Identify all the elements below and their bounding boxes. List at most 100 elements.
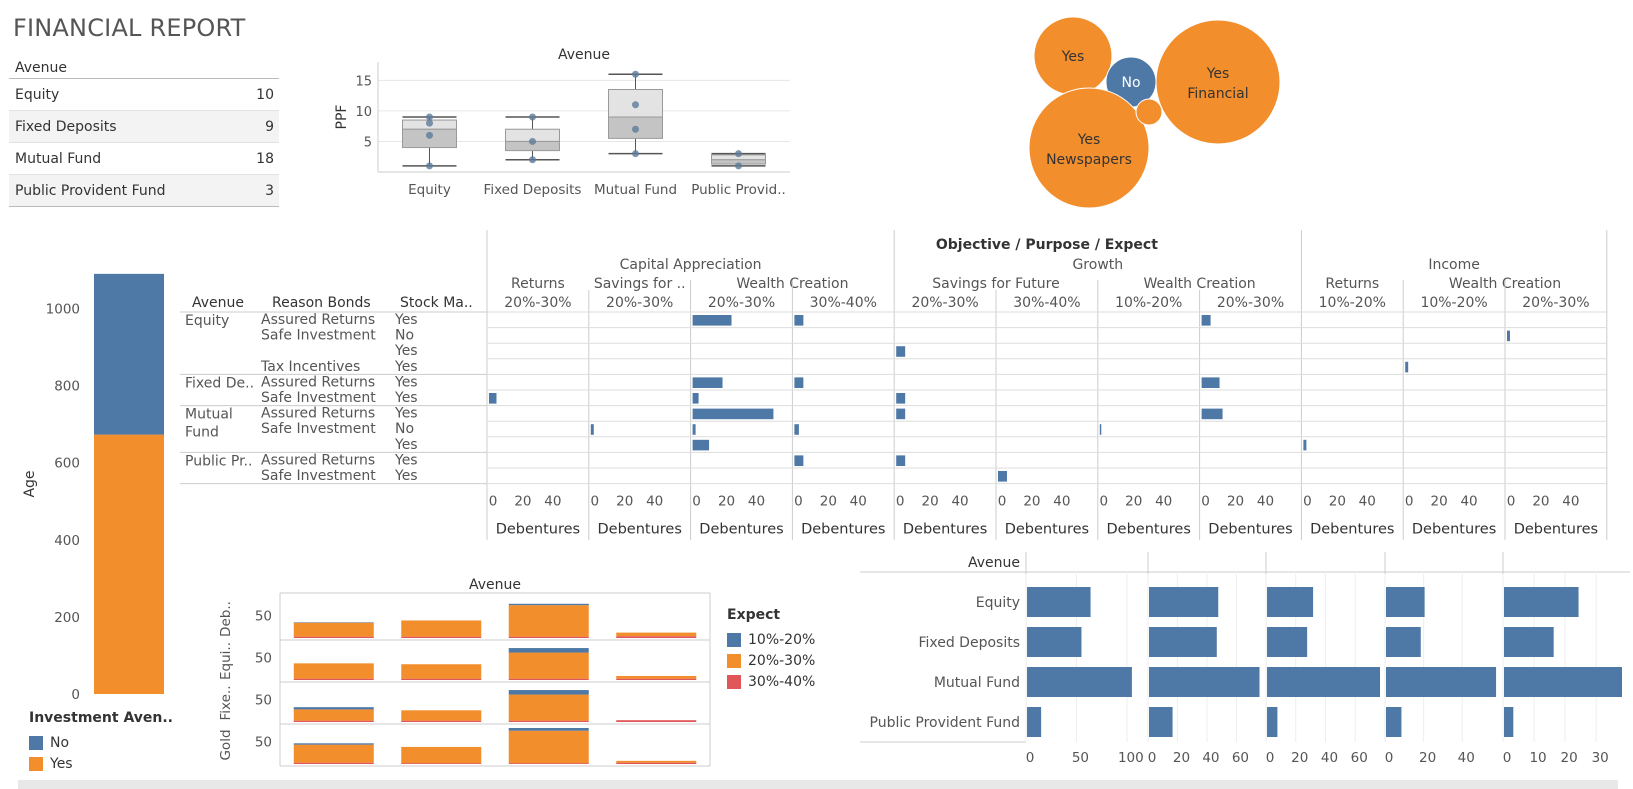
column-header: 20%-30% — [708, 295, 775, 311]
hbar — [1149, 667, 1260, 697]
chart-title: Avenue — [558, 47, 610, 63]
avenue-summary-table: Avenue Equity 10 Fixed Deposits 9 Mutual F… — [9, 57, 279, 207]
matrix-bar — [794, 377, 804, 388]
x-tick-label: 40 — [1359, 494, 1376, 510]
stack-segment — [508, 605, 589, 637]
chart-title: Avenue — [469, 577, 521, 593]
data-point — [426, 131, 433, 139]
legend-swatch — [727, 632, 741, 647]
legend-title: Expect — [727, 607, 781, 623]
legend-swatch — [29, 735, 43, 750]
matrix-bar — [692, 408, 774, 420]
stack-segment — [293, 744, 374, 763]
x-tick-label: 30 — [1592, 750, 1609, 766]
row-label: Gold — [218, 729, 234, 760]
stack-segment — [508, 652, 589, 679]
stock-label: No — [395, 328, 414, 344]
investment-legend: Investment Aven.. No Yes — [29, 710, 173, 774]
stock-label: No — [395, 421, 414, 437]
column-header: 20%-30% — [504, 295, 571, 311]
level1-header: Growth — [1072, 257, 1123, 273]
x-tick-label: 40 — [1257, 494, 1274, 510]
x-tick-label: 20 — [514, 494, 531, 510]
level2-header: Savings for .. — [594, 276, 686, 292]
x-axis-label: Debentures — [1514, 522, 1598, 538]
x-tick-label: 40 — [1202, 750, 1219, 766]
x-tick-label: 0 — [1303, 494, 1312, 510]
stack-segment — [293, 707, 374, 710]
bubble — [1135, 98, 1163, 126]
row-value: 18 — [256, 151, 274, 167]
row-header: Avenue — [192, 295, 244, 311]
column-header: 20%-30% — [1217, 295, 1284, 311]
horizontal-scrollbar[interactable] — [18, 780, 1618, 789]
stack-segment — [508, 678, 589, 680]
avenue-horizontal-bars[interactable]: Avenue Equity Fixed Deposits Mutual Fund Pub… — [860, 552, 1630, 780]
hbar — [1504, 587, 1579, 617]
category-label: Fixed Deposits — [918, 635, 1020, 651]
avenue-label: Mutual — [185, 407, 233, 423]
stack-segment — [293, 636, 374, 638]
legend-item[interactable]: 30%-40% — [727, 671, 815, 692]
reason-label: Safe Investment — [261, 390, 376, 406]
ppf-box-plot[interactable]: Avenue PPF 5 10 15 Equity Fixed Deposits Mutual… — [330, 40, 830, 210]
y-axis-label: Age — [22, 470, 38, 497]
legend-item[interactable]: No — [29, 732, 173, 753]
stack-segment — [616, 760, 697, 763]
reason-label: Tax Incentives — [260, 359, 360, 375]
legend-item[interactable]: 10%-20% — [727, 629, 815, 650]
matrix-bar — [489, 393, 497, 404]
row-label: Equity — [15, 87, 60, 103]
matrix-bar — [692, 377, 723, 388]
legend-item[interactable]: Yes — [29, 753, 173, 774]
panel-header: Avenue — [968, 555, 1020, 571]
avenue-label: Equity — [185, 313, 229, 329]
stack-segment — [401, 710, 482, 721]
bubble-chart[interactable]: Yes No Yes Financial Yes Newspapers — [1000, 8, 1300, 218]
table-row[interactable]: Mutual Fund 18 — [9, 143, 279, 175]
x-tick-label: Public Provid.. — [691, 182, 786, 198]
y-tick-label: 50 — [255, 609, 272, 625]
stock-label: Yes — [394, 312, 418, 328]
x-tick-label: 20 — [1125, 494, 1142, 510]
bubble-label: Yes — [1077, 132, 1101, 148]
stack-segment — [293, 762, 374, 764]
legend-item[interactable]: 20%-30% — [727, 650, 815, 671]
stock-label: Yes — [394, 359, 418, 375]
table-row[interactable]: Public Provident Fund 3 — [9, 175, 279, 207]
matrix-bar — [1099, 424, 1102, 435]
objective-matrix-chart[interactable]: Objective / Purpose / Expect Capital Appr… — [180, 230, 1610, 540]
column-header: 20%-30% — [606, 295, 673, 311]
stock-label: Yes — [394, 437, 418, 453]
x-tick-label: 20 — [1329, 494, 1346, 510]
row-value: 3 — [265, 183, 274, 199]
matrix-bar — [998, 471, 1007, 482]
x-tick-label: 20 — [820, 494, 837, 510]
x-tick-label: 0 — [1507, 494, 1516, 510]
table-row[interactable]: Fixed Deposits 9 — [9, 111, 279, 143]
hbar — [1027, 627, 1082, 657]
x-tick-label: 20 — [1227, 494, 1244, 510]
x-tick-label: 0 — [1026, 750, 1035, 766]
expect-stacked-panels[interactable]: Avenue Deb.. 50 Equi.. 50 Fixe.. 50 Gold 50 — [210, 568, 720, 778]
stack-segment — [401, 636, 482, 638]
level2-header: Savings for Future — [932, 276, 1059, 292]
stack-segment — [508, 763, 589, 764]
age-stacked-bar[interactable]: Age 0 200 400 600 800 1000 — [0, 240, 190, 780]
matrix-bar — [896, 455, 906, 466]
avenue-label: Fixed De.. — [185, 375, 254, 391]
x-tick-label: 40 — [1460, 494, 1477, 510]
x-tick-label: 0 — [1266, 750, 1275, 766]
row-header: Reason Bonds — [272, 295, 371, 311]
table-row[interactable]: Equity 10 — [9, 79, 279, 111]
hbar — [1386, 587, 1425, 617]
category-label: Public Provident Fund — [870, 715, 1021, 731]
matrix-bar — [692, 439, 710, 451]
level2-header: Returns — [511, 276, 565, 292]
matrix-title: Objective / Purpose / Expect — [936, 237, 1158, 253]
level1-header: Capital Appreciation — [620, 257, 762, 273]
matrix-bar — [692, 315, 732, 326]
hbar — [1267, 667, 1380, 697]
stock-label: Yes — [394, 452, 418, 468]
x-tick-label: Fixed Deposits — [484, 182, 582, 198]
